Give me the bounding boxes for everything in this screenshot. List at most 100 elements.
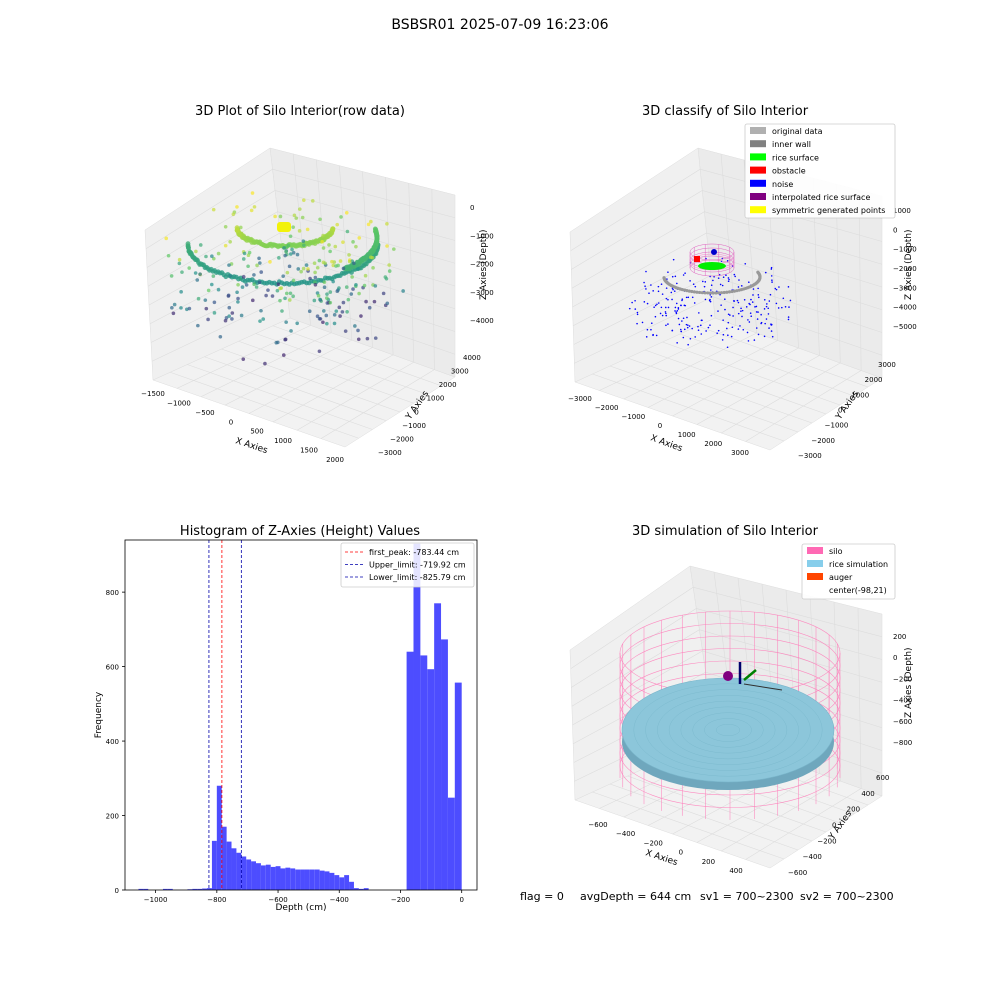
x-tick-label: −1000 xyxy=(621,413,645,421)
noise-point xyxy=(724,298,726,301)
data-point xyxy=(317,258,322,263)
grid-line xyxy=(721,601,841,852)
rice-mesh xyxy=(716,724,740,736)
data-point xyxy=(299,269,303,274)
x-tick-label: −200 xyxy=(644,839,663,847)
data-point xyxy=(308,276,312,281)
data-point xyxy=(345,229,350,234)
z-tick-label: −600 xyxy=(893,718,912,726)
data-point xyxy=(198,272,202,276)
data-point xyxy=(284,245,289,249)
noise-point xyxy=(752,288,755,290)
data-point xyxy=(195,278,200,282)
data-point xyxy=(223,224,228,229)
histogram-xtick-label: −200 xyxy=(391,896,410,904)
noise-point xyxy=(750,298,752,301)
histogram-bar xyxy=(138,888,144,890)
data-point xyxy=(313,270,317,275)
auger-marker xyxy=(723,662,783,691)
data-point xyxy=(241,275,246,279)
noise-point xyxy=(710,314,713,317)
noise-point xyxy=(784,305,787,308)
histogram-bar xyxy=(285,867,291,890)
noise-point xyxy=(732,300,735,302)
inner-wall-point xyxy=(695,290,699,294)
histogram-xlabel: Depth (cm) xyxy=(275,903,326,913)
data-point xyxy=(235,205,239,209)
rice-mesh xyxy=(668,700,788,760)
noise-point xyxy=(683,328,686,331)
histogram-ytick-label: 0 xyxy=(115,887,119,895)
grid-line xyxy=(573,275,883,345)
noise-point xyxy=(726,327,728,330)
noise-point xyxy=(763,308,766,310)
noise-point xyxy=(655,334,658,337)
data-point xyxy=(345,309,349,314)
data-point xyxy=(284,320,288,324)
data-point xyxy=(283,253,287,258)
noise-point xyxy=(670,291,673,294)
side-pane xyxy=(569,147,716,383)
simulation-legend-box xyxy=(801,543,896,600)
data-point xyxy=(257,256,261,261)
noise-point xyxy=(770,323,773,326)
data-point xyxy=(369,219,373,224)
data-point xyxy=(321,309,326,313)
grid-line xyxy=(599,153,737,391)
data-point xyxy=(236,282,240,287)
histogram-legend-label: first_peak: -783.44 cm xyxy=(369,548,459,557)
data-point xyxy=(339,215,343,219)
y-tick-label: −2000 xyxy=(811,437,835,445)
data-point xyxy=(277,256,281,260)
grid-line xyxy=(151,296,456,362)
data-point xyxy=(194,249,198,254)
noise-point xyxy=(671,329,674,332)
grid-line xyxy=(149,253,456,325)
z-tick-label: −3000 xyxy=(893,284,917,292)
noise-point xyxy=(676,342,678,344)
noise-point xyxy=(782,297,785,300)
data-point xyxy=(254,285,259,289)
data-point xyxy=(204,306,209,311)
data-point xyxy=(321,320,325,325)
noise-point xyxy=(694,285,697,288)
noise-point xyxy=(760,322,762,325)
data-point xyxy=(362,283,367,288)
data-point xyxy=(196,296,201,301)
grid-line xyxy=(697,325,869,388)
noise-point xyxy=(740,285,743,287)
data-point xyxy=(290,247,294,252)
noise-point xyxy=(665,287,668,289)
noise-point xyxy=(755,327,758,329)
data-point xyxy=(258,261,262,265)
data-point xyxy=(223,318,228,323)
histogram-xtick-label: 0 xyxy=(459,896,463,904)
data-point xyxy=(259,270,264,274)
rice-surface xyxy=(698,262,726,270)
data-point xyxy=(216,287,221,292)
data-point xyxy=(346,297,351,302)
noise-point xyxy=(684,272,686,274)
data-point xyxy=(322,280,327,285)
data-point xyxy=(246,264,250,269)
data-point xyxy=(295,321,299,326)
data-point xyxy=(385,301,390,306)
data-point xyxy=(315,291,320,295)
histogram-xtick-label: −600 xyxy=(268,896,287,904)
histogram-bar xyxy=(339,877,345,890)
noise-point xyxy=(687,296,690,299)
data-point xyxy=(203,298,208,302)
noise-point xyxy=(755,311,758,313)
grid-line xyxy=(320,189,435,439)
noise-point xyxy=(646,302,649,305)
noise-point xyxy=(673,290,676,292)
histogram-bar xyxy=(246,859,252,890)
legend-swatch xyxy=(807,547,823,554)
y-tick-label: 2000 xyxy=(439,381,457,389)
data-point xyxy=(172,302,177,307)
data-point xyxy=(288,291,293,296)
data-point xyxy=(259,308,263,313)
